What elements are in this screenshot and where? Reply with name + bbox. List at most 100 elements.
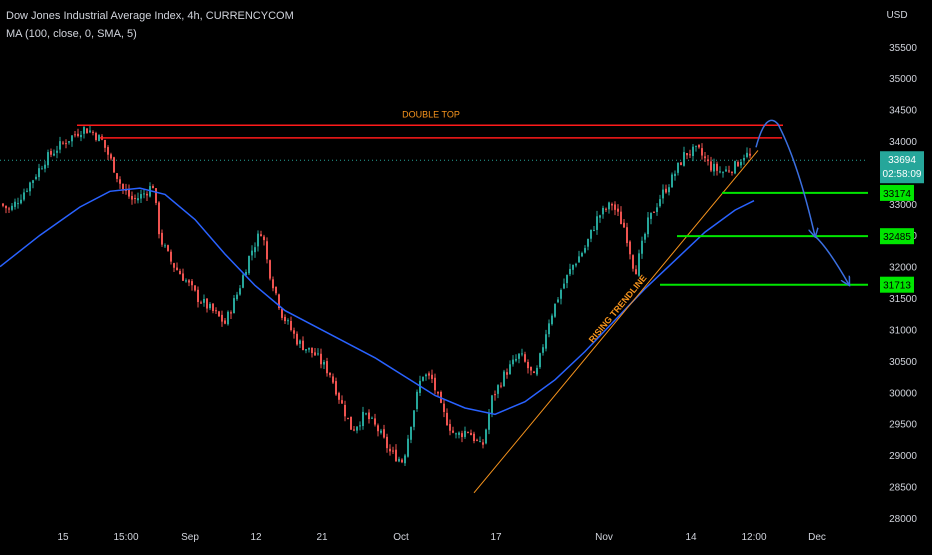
y-tick-label: 29000 bbox=[889, 451, 917, 462]
candle-body bbox=[404, 455, 406, 464]
candle-body bbox=[308, 347, 310, 350]
candle-body bbox=[599, 215, 601, 218]
candle-body bbox=[413, 410, 415, 427]
candle-body bbox=[218, 311, 220, 317]
candle-body bbox=[728, 170, 730, 172]
candle-body bbox=[80, 134, 82, 138]
candle-body bbox=[395, 449, 397, 462]
ma-line bbox=[0, 187, 755, 416]
candle-body bbox=[536, 367, 538, 375]
candle-body bbox=[389, 448, 391, 452]
candle-body bbox=[569, 268, 571, 275]
candle-body bbox=[23, 192, 25, 200]
candle-body bbox=[347, 417, 349, 419]
candle-body bbox=[677, 162, 679, 173]
candle-body bbox=[290, 320, 292, 331]
candle-body bbox=[695, 145, 697, 147]
candle-body bbox=[299, 340, 301, 344]
candle-body bbox=[674, 173, 676, 177]
y-tick-label: 31000 bbox=[889, 325, 917, 336]
candle-body bbox=[338, 393, 340, 400]
candle-body bbox=[20, 199, 22, 204]
candle-body bbox=[131, 195, 133, 200]
candle-body bbox=[257, 233, 259, 247]
candle-body bbox=[122, 183, 124, 189]
x-axis: 15 15:00 Sep 12 21 Oct 17 Nov 14 12:00 Dec bbox=[57, 532, 825, 543]
candle-body bbox=[65, 143, 67, 145]
candle-body bbox=[662, 189, 664, 199]
candle-body bbox=[668, 187, 670, 193]
candle-body bbox=[557, 299, 559, 303]
candle-body bbox=[5, 205, 7, 209]
candle-body bbox=[62, 142, 64, 144]
candle-body bbox=[602, 207, 604, 215]
candle-body bbox=[152, 186, 154, 189]
candle-body bbox=[731, 171, 733, 173]
candle-body bbox=[356, 426, 358, 431]
candle-body bbox=[443, 403, 445, 412]
candle-body bbox=[287, 320, 289, 322]
candle-body bbox=[77, 133, 79, 137]
candle-body bbox=[470, 432, 472, 436]
candle-body bbox=[32, 180, 34, 183]
y-tick-label: 33000 bbox=[889, 200, 917, 211]
y-tick-label: 30000 bbox=[889, 388, 917, 399]
candle-body bbox=[221, 314, 223, 322]
candle-body bbox=[137, 198, 139, 201]
x-tick-label: 12:00 bbox=[741, 532, 766, 543]
y-tick-label: 32000 bbox=[889, 263, 917, 274]
candle-body bbox=[596, 216, 598, 230]
support-price-tag: 33174 bbox=[883, 189, 911, 200]
candle-body bbox=[734, 161, 736, 174]
candle-body bbox=[200, 302, 202, 304]
candle-body bbox=[341, 400, 343, 404]
y-tick-label: 31500 bbox=[889, 294, 917, 305]
candle-body bbox=[38, 168, 40, 178]
candle-body bbox=[647, 217, 649, 235]
candle-body bbox=[365, 413, 367, 415]
candle-body bbox=[683, 152, 685, 166]
candle-body bbox=[326, 361, 328, 374]
candle-body bbox=[749, 153, 751, 156]
candle-body bbox=[737, 162, 739, 167]
candle-body bbox=[635, 269, 637, 275]
candle-body bbox=[617, 208, 619, 212]
candle-body bbox=[176, 267, 178, 271]
candle-body bbox=[548, 323, 550, 335]
candle-body bbox=[692, 146, 694, 157]
x-tick-label: 17 bbox=[490, 532, 502, 543]
candle-body bbox=[509, 364, 511, 375]
candle-body bbox=[161, 232, 163, 245]
candle-body bbox=[41, 168, 43, 170]
price-tag-bg bbox=[880, 184, 914, 201]
candle-body bbox=[182, 273, 184, 281]
candle-body bbox=[248, 255, 250, 274]
candle-body bbox=[17, 203, 19, 205]
candle-body bbox=[458, 432, 460, 435]
candle-body bbox=[104, 139, 106, 148]
candle-body bbox=[83, 127, 85, 134]
candle-body bbox=[527, 361, 529, 369]
candle-body bbox=[581, 253, 583, 257]
candle-body bbox=[164, 245, 166, 247]
candle-body bbox=[119, 179, 121, 184]
candle-body bbox=[2, 203, 4, 206]
candle-body bbox=[50, 151, 52, 155]
candle-body bbox=[614, 204, 616, 210]
indicator-label: MA (100, close, 0, SMA, 5) bbox=[6, 28, 137, 40]
candle-body bbox=[656, 207, 658, 212]
candle-body bbox=[704, 156, 706, 159]
candle-body bbox=[707, 159, 709, 162]
candle-body bbox=[539, 353, 541, 368]
candle-body bbox=[275, 286, 277, 294]
candle-body bbox=[281, 308, 283, 318]
candle-body bbox=[26, 190, 28, 192]
x-tick-label: Dec bbox=[808, 532, 826, 543]
candle-body bbox=[446, 412, 448, 426]
candle-body bbox=[278, 294, 280, 309]
candle-body bbox=[92, 131, 94, 133]
candle-body bbox=[659, 199, 661, 207]
candle-body bbox=[626, 227, 628, 244]
